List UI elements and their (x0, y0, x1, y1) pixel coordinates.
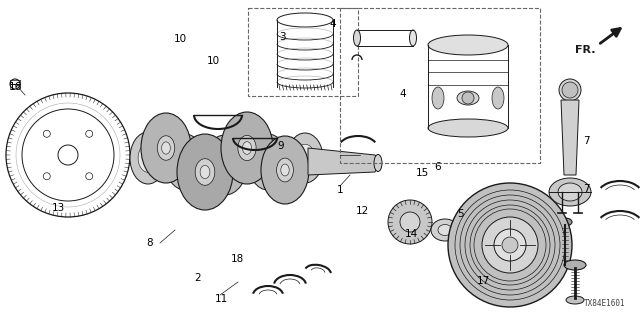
Circle shape (562, 82, 578, 98)
Circle shape (482, 217, 538, 273)
Text: 5: 5 (458, 209, 464, 219)
Ellipse shape (566, 296, 584, 304)
Text: 7: 7 (582, 184, 589, 194)
Ellipse shape (165, 134, 205, 190)
Ellipse shape (257, 147, 279, 177)
Ellipse shape (492, 87, 504, 109)
Text: 7: 7 (582, 136, 589, 146)
Text: 8: 8 (147, 238, 154, 248)
Ellipse shape (141, 113, 191, 183)
Text: 18: 18 (230, 254, 244, 264)
Ellipse shape (248, 134, 288, 190)
Ellipse shape (162, 142, 170, 154)
Circle shape (462, 92, 474, 104)
Ellipse shape (203, 135, 247, 195)
Ellipse shape (130, 132, 166, 184)
Ellipse shape (243, 142, 252, 154)
Ellipse shape (138, 144, 158, 172)
Ellipse shape (457, 91, 479, 105)
Ellipse shape (431, 219, 459, 241)
Polygon shape (308, 148, 380, 175)
Text: 13: 13 (51, 203, 65, 213)
Ellipse shape (549, 178, 591, 206)
Ellipse shape (261, 136, 309, 204)
Ellipse shape (287, 133, 323, 183)
Circle shape (400, 212, 420, 232)
Text: 15: 15 (415, 168, 429, 178)
Ellipse shape (157, 136, 175, 160)
Ellipse shape (428, 119, 508, 137)
Ellipse shape (374, 155, 382, 172)
Ellipse shape (200, 165, 210, 179)
Ellipse shape (428, 35, 508, 55)
Ellipse shape (174, 147, 196, 177)
Ellipse shape (558, 183, 582, 201)
Ellipse shape (438, 225, 452, 236)
Circle shape (494, 229, 526, 261)
Text: 1: 1 (337, 185, 343, 195)
Text: 4: 4 (330, 19, 336, 29)
Circle shape (502, 237, 518, 253)
Ellipse shape (295, 144, 315, 172)
Ellipse shape (213, 148, 237, 181)
Text: 11: 11 (214, 294, 228, 304)
Text: FR.: FR. (575, 45, 595, 55)
Text: 17: 17 (476, 276, 490, 286)
Ellipse shape (353, 30, 360, 46)
Text: TX84E1601: TX84E1601 (584, 299, 625, 308)
Text: 2: 2 (195, 273, 202, 283)
Ellipse shape (221, 112, 273, 184)
Text: 4: 4 (400, 89, 406, 99)
Text: 3: 3 (278, 32, 285, 42)
Circle shape (448, 183, 572, 307)
Polygon shape (561, 100, 579, 175)
Ellipse shape (432, 87, 444, 109)
Ellipse shape (238, 135, 256, 161)
Ellipse shape (195, 159, 215, 185)
Text: 9: 9 (278, 141, 284, 151)
Ellipse shape (281, 164, 289, 176)
Text: 10: 10 (173, 34, 187, 44)
Text: 16: 16 (8, 82, 22, 92)
Circle shape (388, 200, 432, 244)
Ellipse shape (558, 218, 572, 226)
Ellipse shape (559, 79, 581, 101)
Text: 12: 12 (355, 206, 369, 216)
Text: 6: 6 (435, 162, 442, 172)
Ellipse shape (276, 158, 293, 182)
Ellipse shape (564, 260, 586, 270)
Ellipse shape (410, 30, 417, 46)
Ellipse shape (177, 134, 233, 210)
Text: 10: 10 (207, 56, 220, 66)
Text: 14: 14 (404, 229, 418, 239)
